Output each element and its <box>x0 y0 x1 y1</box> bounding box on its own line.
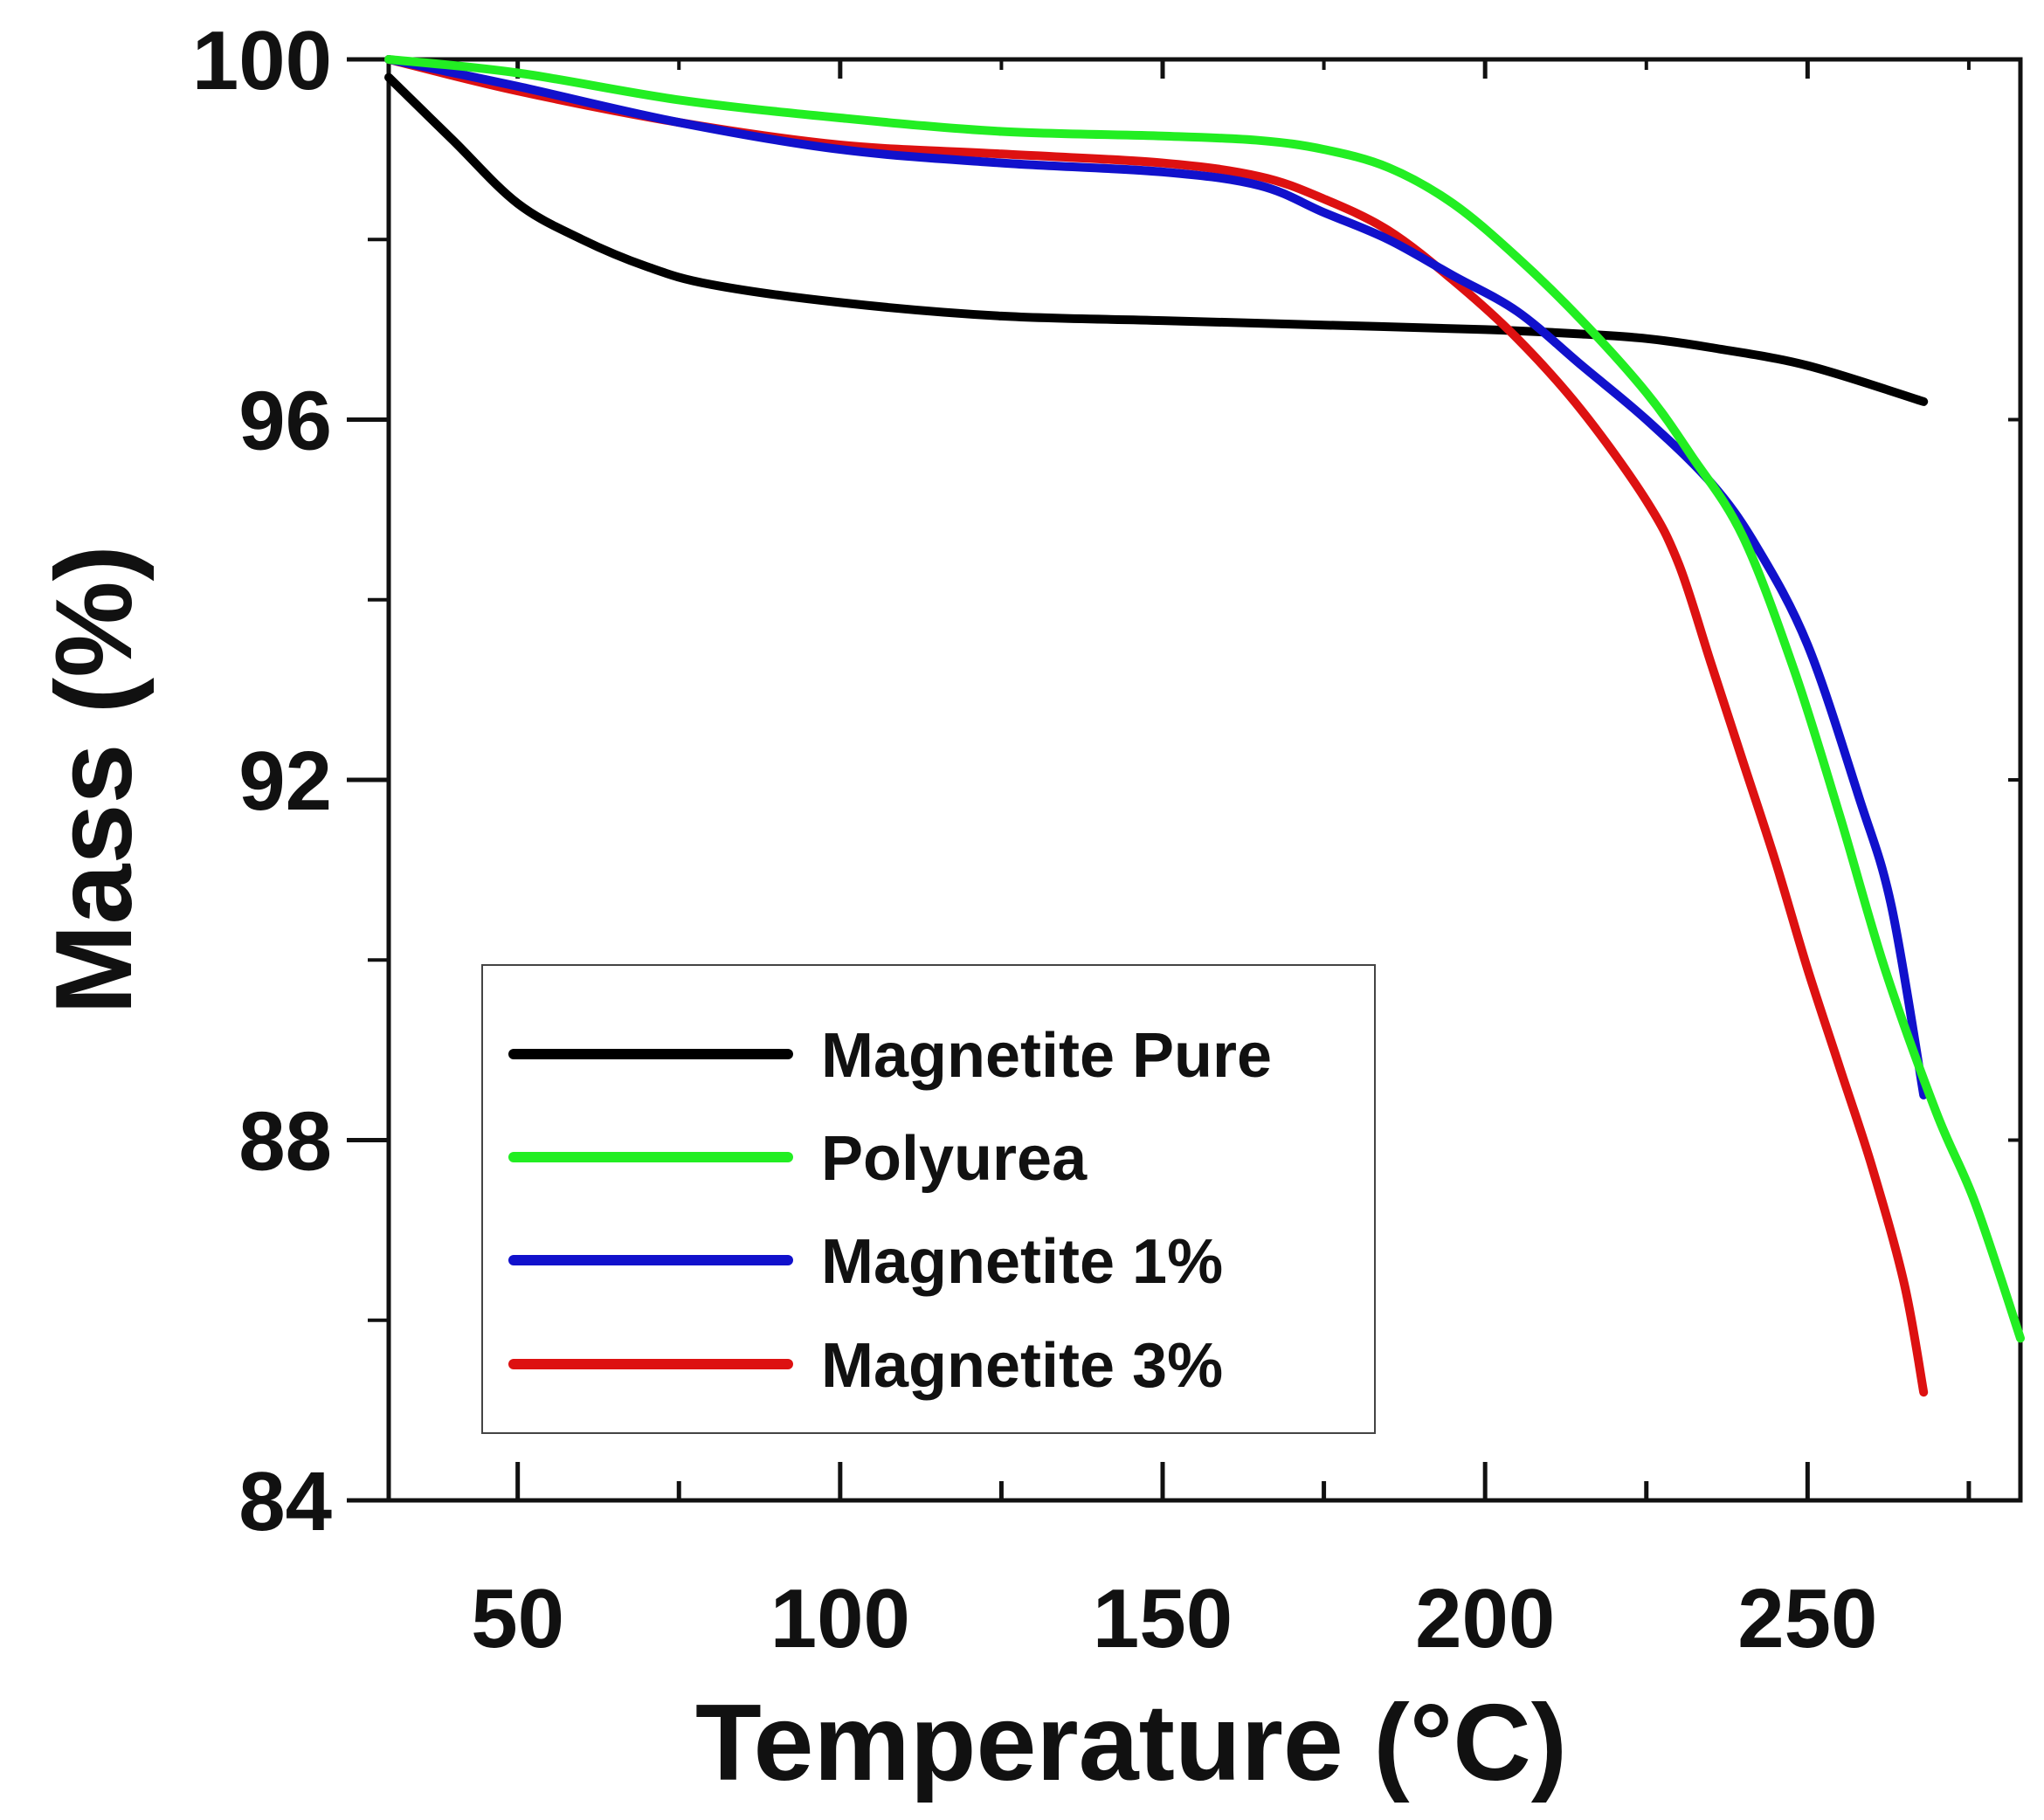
legend-label: Magnetite 1% <box>821 1227 1223 1297</box>
y-tick-label: 96 <box>238 375 332 468</box>
legend: Magnetite Pure Polyurea Magnetite 1% Magnet… <box>481 964 1376 1434</box>
y-tick-label: 84 <box>238 1455 332 1548</box>
x-tick-label: 250 <box>1737 1572 1877 1665</box>
series-line-magnetite-3 <box>384 55 1929 1397</box>
x-axis-title: Temperature (°C) <box>695 1683 1567 1803</box>
series-line-polyurea <box>384 55 2025 1343</box>
y-tick-label: 88 <box>238 1095 332 1189</box>
legend-label: Magnetite 3% <box>821 1331 1223 1401</box>
x-tick-label: 200 <box>1415 1572 1555 1665</box>
x-tick-label: 100 <box>770 1572 910 1665</box>
legend-label: Magnetite Pure <box>821 1021 1272 1091</box>
legend-box <box>481 964 1376 1434</box>
y-tick-label: 100 <box>192 14 332 107</box>
x-tick-label: 150 <box>1093 1572 1233 1665</box>
series-line-magnetite-1 <box>384 55 1929 1100</box>
axis-ticks: 50 100 150 200 250 84 88 92 96 100 <box>192 14 2020 1665</box>
legend-label: Polyurea <box>821 1124 1088 1194</box>
y-tick-label: 92 <box>238 734 332 828</box>
x-tick-label: 50 <box>471 1572 564 1665</box>
series-layer <box>384 55 2025 1397</box>
y-axis-title: Mass (%) <box>34 545 155 1014</box>
series-line-magnetite-pure <box>384 72 1929 406</box>
